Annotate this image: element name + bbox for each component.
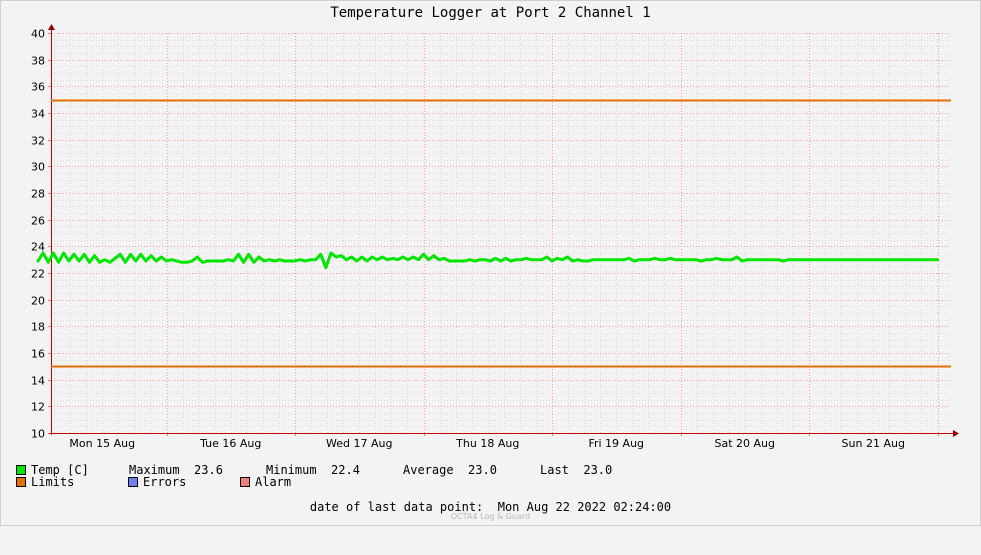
last-data-point-label: date of last data point: [309, 500, 484, 514]
legend-item-temp: Temp [C] [16, 464, 89, 477]
watermark: OCTA4 Log & Guard [450, 512, 531, 521]
stat-last: Last 23.0 [540, 464, 612, 477]
stat-max-value: 23.6 [194, 463, 223, 477]
y-tick-label: 12 [31, 401, 45, 414]
legend-label-limits: Limits [31, 475, 75, 489]
legend-item-alarm: Alarm [240, 476, 291, 489]
legend-row-2: Limits Errors Alarm [16, 476, 291, 489]
y-tick-label: 10 [31, 428, 45, 441]
legend-swatch-errors [128, 477, 138, 487]
x-tick-label: Wed 17 Aug [326, 437, 392, 450]
x-tick-label: Mon 15 Aug [69, 437, 135, 450]
stat-avg-value: 23.0 [468, 463, 497, 477]
legend-swatch-temp [16, 465, 26, 475]
legend-item-errors: Errors [128, 476, 186, 489]
legend-item-limits: Limits [16, 476, 74, 489]
stat-avg-label: Average [403, 463, 454, 477]
x-tick-label: Fri 19 Aug [588, 437, 644, 450]
stat-min-label: Minimum [266, 463, 317, 477]
x-tick-labels: Mon 15 Aug Tue 16 Aug Wed 17 Aug Thu 18 Aug… [69, 437, 905, 450]
stat-min-value: 22.4 [331, 463, 360, 477]
y-tick-label: 26 [31, 215, 45, 228]
last-data-point: date of last data point: Mon Aug 22 2022… [1, 500, 980, 514]
y-tick-label: 36 [31, 81, 45, 94]
legend-swatch-alarm [240, 477, 250, 487]
legend-label-errors: Errors [143, 475, 187, 489]
y-tick-label: 32 [31, 135, 45, 148]
stat-last-label: Last [540, 463, 569, 477]
y-tick-label: 30 [31, 161, 45, 174]
x-tick-label: Thu 18 Aug [455, 437, 519, 450]
y-tick-label: 16 [31, 348, 45, 361]
y-tick-label: 40 [31, 28, 45, 41]
legend-label-alarm: Alarm [255, 475, 292, 489]
y-tick-label: 34 [31, 108, 45, 121]
last-data-point-value: Mon Aug 22 2022 02:24:00 [497, 500, 672, 514]
limit-lines [51, 99, 951, 368]
chart-title: Temperature Logger at Port 2 Channel 1 [330, 5, 651, 21]
legend-swatch-limits [16, 477, 26, 487]
temperature-series-line [36, 251, 939, 270]
minor-grid [51, 33, 951, 434]
y-axis-arrow [48, 24, 55, 30]
y-tick-label: 24 [31, 241, 45, 254]
stat-minimum: Minimum 22.4 [266, 464, 360, 477]
chart-window: Temperature Logger at Port 2 Channel 1 1… [0, 0, 981, 526]
x-axis-arrow [953, 430, 959, 437]
stat-max-label: Maximum [129, 463, 180, 477]
legend-row-1: Temp [C] Maximum 23.6 Minimum 22.4 Avera… [16, 464, 612, 477]
stat-average: Average 23.0 [403, 464, 497, 477]
x-tick-label: Sat 20 Aug [714, 437, 775, 450]
stat-maximum: Maximum 23.6 [129, 464, 223, 477]
y-tick-label: 22 [31, 268, 45, 281]
legend-label-temp: Temp [C] [31, 463, 89, 477]
x-tick-label: Tue 16 Aug [199, 437, 261, 450]
y-tick-label: 38 [31, 55, 45, 68]
x-tick-label: Sun 21 Aug [842, 437, 905, 450]
series-layer [36, 251, 939, 270]
y-tick-labels: 10 12 14 16 18 20 22 24 26 28 30 32 34 36 38 40 [31, 28, 45, 441]
y-tick-label: 18 [31, 321, 45, 334]
y-tick-label: 20 [31, 295, 45, 308]
temperature-chart: 10 12 14 16 18 20 22 24 26 28 30 32 34 36 38 40 Mon 15 … [31, 24, 959, 450]
y-tick-label: 14 [31, 375, 45, 388]
stat-last-value: 23.0 [583, 463, 613, 477]
axes [48, 24, 959, 437]
y-tick-label: 28 [31, 188, 45, 201]
